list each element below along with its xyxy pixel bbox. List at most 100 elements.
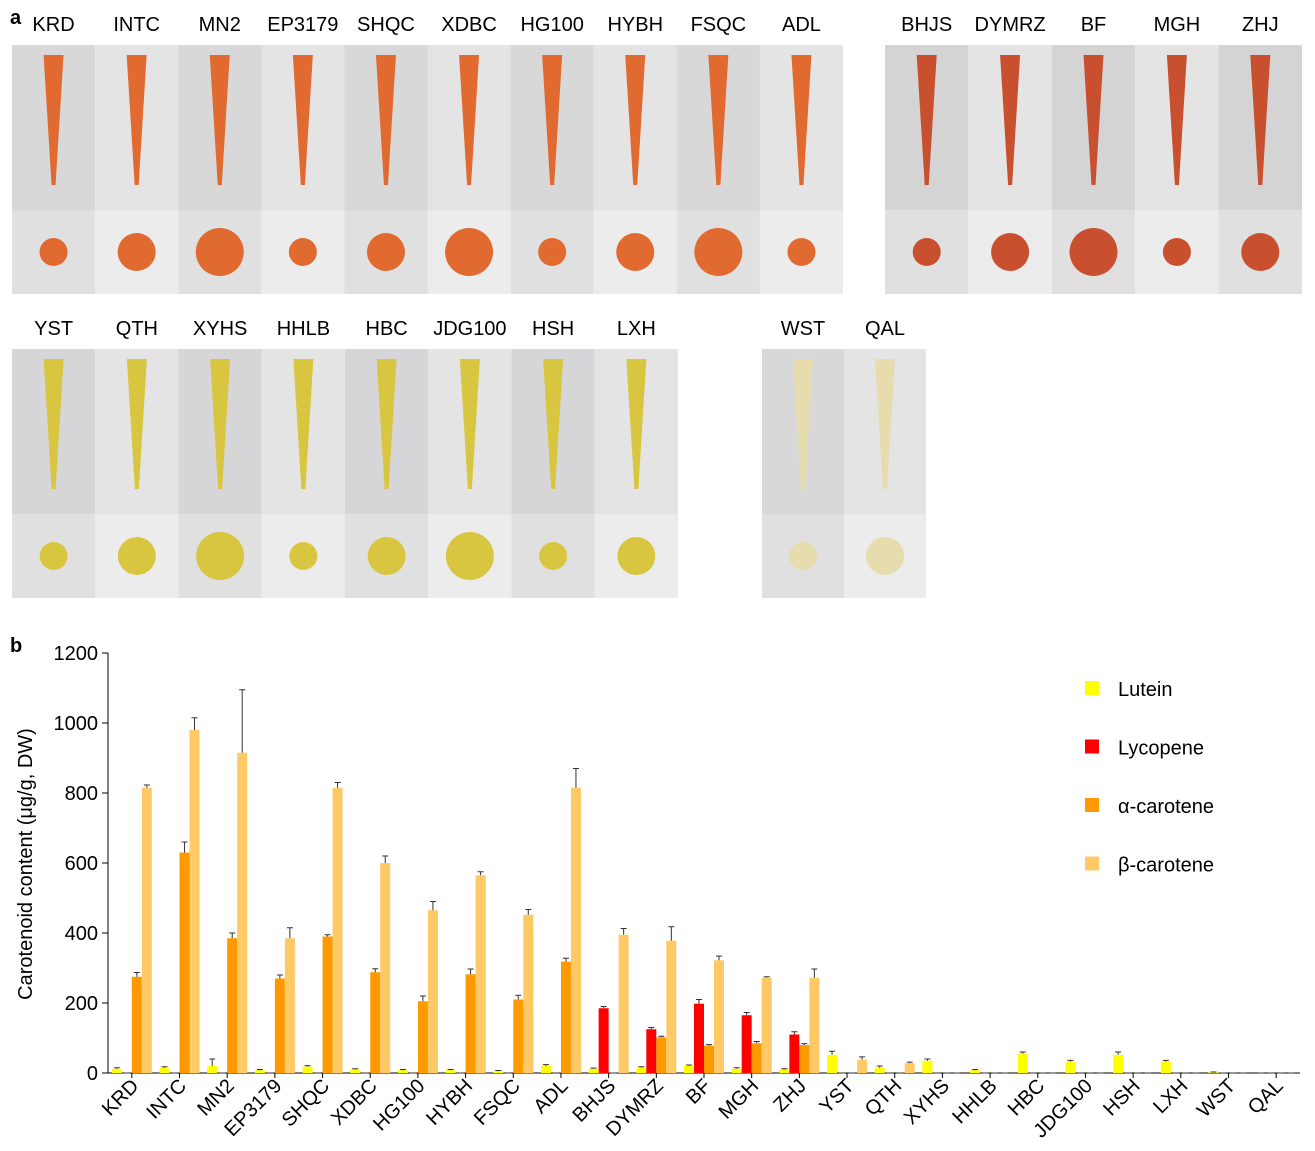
bar xyxy=(742,1015,752,1073)
variety-label: HSH xyxy=(532,318,574,340)
error-bar xyxy=(706,1045,712,1046)
carrot-slice xyxy=(289,542,317,570)
bar xyxy=(476,875,486,1073)
bar xyxy=(656,1037,666,1073)
bar xyxy=(207,1066,217,1073)
error-bar xyxy=(352,1069,358,1070)
y-tick-label: 0 xyxy=(87,1063,98,1085)
carrot-slice xyxy=(118,537,156,575)
variety-label: QAL xyxy=(865,318,905,340)
error-bar xyxy=(305,1066,311,1067)
carrot-slice xyxy=(991,233,1029,271)
error-bar xyxy=(754,1042,760,1044)
carrot-slice xyxy=(40,238,68,266)
error-bar xyxy=(287,928,293,939)
bar xyxy=(333,788,343,1073)
error-bar xyxy=(744,1012,750,1015)
bar xyxy=(704,1046,714,1073)
figure: a b Carotenoid content (μg/g, DW) KRDINT… xyxy=(0,0,1315,1146)
variety-label: ADL xyxy=(782,14,821,36)
x-tick-label: ADL xyxy=(529,1075,572,1118)
error-bar xyxy=(638,1067,644,1068)
bar xyxy=(493,1071,503,1073)
x-tick-label: FSQC xyxy=(470,1075,525,1130)
bar xyxy=(970,1070,980,1073)
bar xyxy=(809,978,819,1073)
error-bar xyxy=(1020,1052,1026,1054)
error-bar xyxy=(257,1070,263,1071)
variety-label: XDBC xyxy=(441,14,497,36)
x-tick-label: KRD xyxy=(98,1075,143,1120)
bar xyxy=(827,1055,837,1073)
error-bar xyxy=(734,1068,740,1069)
bar xyxy=(380,863,390,1073)
error-bar xyxy=(525,910,531,915)
bar xyxy=(1161,1062,1171,1073)
bar xyxy=(541,1066,551,1073)
variety-label: LXH xyxy=(617,318,656,340)
error-bar xyxy=(563,958,569,962)
variety-label: WST xyxy=(781,318,825,340)
error-bar xyxy=(468,969,474,974)
error-bar xyxy=(658,1036,664,1037)
variety-label: ZHJ xyxy=(1242,14,1279,36)
bar xyxy=(190,730,200,1073)
bar xyxy=(1065,1062,1075,1073)
error-bar xyxy=(448,1070,454,1071)
variety-label: HHLB xyxy=(277,318,330,340)
error-bar xyxy=(430,902,436,911)
carrot-slice xyxy=(866,537,904,575)
error-bar xyxy=(696,1000,702,1004)
carrot-slice xyxy=(1070,228,1118,276)
bar xyxy=(285,938,295,1073)
carrot-slice xyxy=(787,238,815,266)
x-tick-label: LXH xyxy=(1149,1075,1192,1118)
variety-label: XYHS xyxy=(193,318,247,340)
carrot-slice xyxy=(913,238,941,266)
bar xyxy=(418,1001,428,1073)
error-bar xyxy=(686,1065,692,1066)
legend-label: β-carotene xyxy=(1118,855,1214,877)
variety-label: JDG100 xyxy=(433,318,506,340)
y-tick-label: 200 xyxy=(65,993,98,1015)
error-bar xyxy=(791,1032,797,1035)
error-bar xyxy=(229,933,235,938)
bar xyxy=(160,1068,170,1073)
legend-swatch xyxy=(1085,740,1099,754)
bar xyxy=(599,1008,609,1073)
bar xyxy=(684,1066,694,1073)
carrot-slice xyxy=(446,532,494,580)
bar xyxy=(142,788,152,1073)
bar xyxy=(799,1045,809,1073)
x-tick-label: ZHJ xyxy=(769,1075,810,1116)
x-tick-label: INTC xyxy=(142,1075,191,1124)
error-bar xyxy=(277,975,283,979)
error-bar xyxy=(239,690,245,753)
error-bar xyxy=(543,1065,549,1066)
x-tick-label: XYHS xyxy=(900,1075,954,1129)
variety-label: HYBH xyxy=(607,14,663,36)
error-bar xyxy=(382,856,388,863)
error-bar xyxy=(621,928,627,934)
bar xyxy=(646,1029,656,1073)
variety-label: FSQC xyxy=(691,14,747,36)
error-bar xyxy=(209,1059,215,1066)
bar xyxy=(275,979,285,1074)
error-bar xyxy=(114,1068,120,1069)
error-bar xyxy=(801,1044,807,1045)
bar xyxy=(589,1069,599,1073)
bar xyxy=(714,960,724,1073)
carrot-slice xyxy=(789,542,817,570)
bar xyxy=(523,915,533,1073)
bar xyxy=(370,972,380,1073)
error-bar xyxy=(668,927,674,941)
error-bar xyxy=(420,996,426,1001)
x-tick-label: HYBH xyxy=(422,1075,477,1130)
legend-label: Lutein xyxy=(1118,679,1173,701)
bar xyxy=(237,753,247,1073)
page: a b Carotenoid content (μg/g, DW) KRDINT… xyxy=(0,0,1315,1151)
carrot-slice xyxy=(617,537,655,575)
bar xyxy=(513,1000,523,1074)
x-tick-label: BF xyxy=(682,1075,716,1109)
carrot-slice xyxy=(539,542,567,570)
